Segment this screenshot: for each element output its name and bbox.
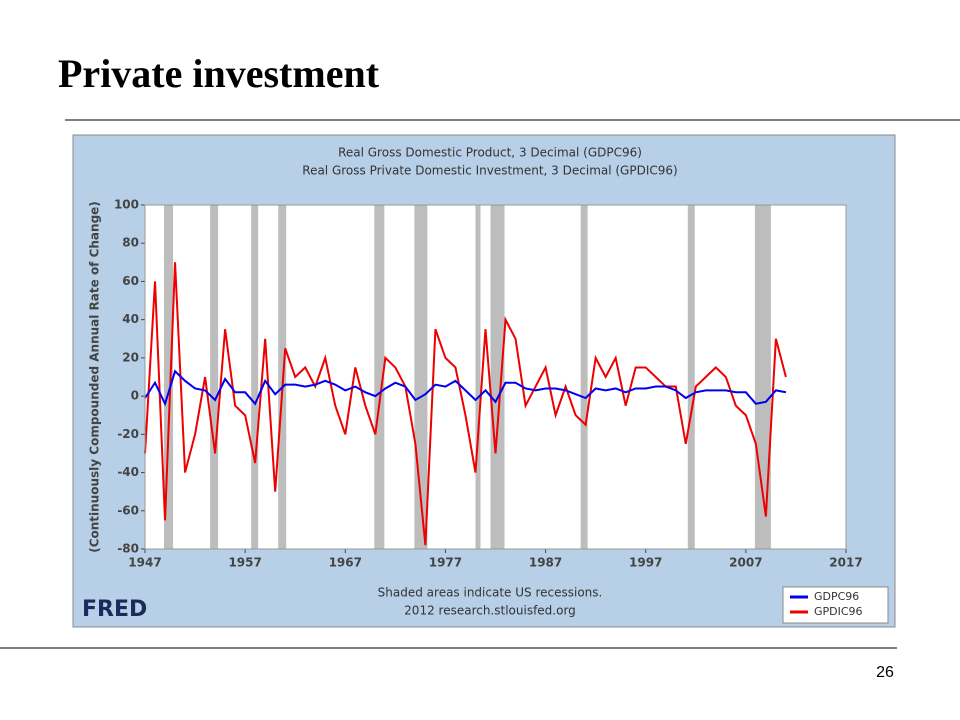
- y-tick-label: -20: [117, 427, 139, 441]
- x-tick-label: 1987: [529, 556, 562, 570]
- y-tick-label: 60: [122, 274, 139, 288]
- plot-border: [144, 204, 847, 550]
- y-axis-label: (Continuously Compounded Annual Rate of …: [88, 201, 102, 553]
- y-tick-label: 100: [114, 198, 139, 212]
- legend-label: GDPC96: [814, 590, 859, 603]
- y-tick-label: 0: [131, 389, 139, 403]
- legend-label: GPDIC96: [814, 605, 863, 618]
- x-tick-label: 1977: [429, 556, 462, 570]
- x-tick-label: 1947: [128, 556, 161, 570]
- series-line: [144, 369, 787, 407]
- y-tick-label: -40: [117, 465, 139, 479]
- note: Shaded areas indicate US recessions.: [378, 586, 603, 600]
- y-tick-label: -80: [117, 542, 139, 556]
- y-tick-label: 80: [122, 236, 139, 250]
- chart-title: Real Gross Domestic Product, 3 Decimal (…: [338, 146, 642, 160]
- note: 2012 research.stlouisfed.org: [404, 604, 576, 618]
- recession-band: [210, 205, 219, 549]
- x-tick-label: 1997: [629, 556, 662, 570]
- recession-band: [164, 205, 174, 549]
- recession-band: [687, 205, 695, 549]
- x-tick-label: 1957: [228, 556, 261, 570]
- slide-title: Private investment: [58, 51, 380, 96]
- plot: -80 -60 -40 -20 0 20 40 60 80 100 1947 1957 1967 1977…: [114, 198, 863, 570]
- y-tick-label: -60: [117, 503, 139, 517]
- recession-band: [475, 205, 481, 549]
- series-line: [144, 262, 787, 546]
- chart-subtitle: Real Gross Private Domestic Investment, …: [302, 164, 677, 178]
- recession-band: [374, 205, 385, 549]
- logo: FRED: [82, 597, 147, 622]
- y-tick-label: 20: [122, 350, 139, 364]
- recession-band: [490, 205, 505, 549]
- page-number: 26: [876, 664, 894, 681]
- legend-box: [782, 586, 889, 624]
- x-tick-label: 2007: [729, 556, 762, 570]
- x-tick-label: 1967: [329, 556, 362, 570]
- recession-band: [251, 205, 259, 549]
- x-tick-label: 2017: [829, 556, 862, 570]
- recession-band: [580, 205, 588, 549]
- y-tick-label: 40: [122, 312, 139, 326]
